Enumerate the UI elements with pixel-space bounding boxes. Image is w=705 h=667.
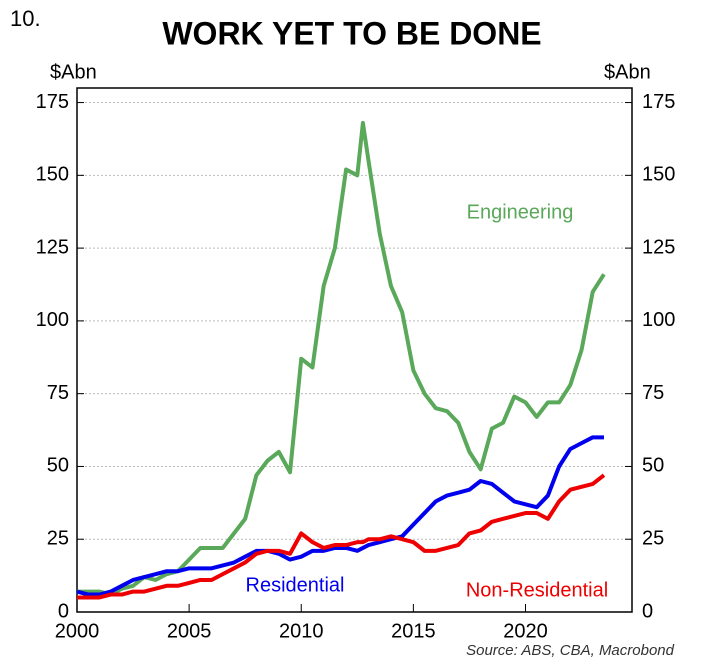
series-line <box>77 120 606 597</box>
y-tick-label: 75 <box>47 382 69 404</box>
y-tick-label: 175 <box>36 91 69 113</box>
x-tick-label: 2015 <box>391 620 436 642</box>
x-tick-label: 2010 <box>279 620 324 642</box>
y-tick-label: 100 <box>36 309 69 331</box>
chart-title: WORK YET TO BE DONE <box>162 15 541 51</box>
series-label: Engineering <box>467 201 574 223</box>
x-tick-label: 2000 <box>55 620 100 642</box>
y2-tick-label: 25 <box>642 528 664 550</box>
y2-tick-label: 100 <box>642 309 675 331</box>
y-tick-label: 150 <box>36 164 69 186</box>
y2-axis-label: $Abn <box>604 61 651 83</box>
y-axis-label: $Abn <box>50 61 97 83</box>
y2-tick-label: 175 <box>642 91 675 113</box>
y2-tick-label: 50 <box>642 455 664 477</box>
y-tick-label: 50 <box>47 455 69 477</box>
x-tick-label: 2005 <box>167 620 212 642</box>
y-tick-label: 0 <box>58 600 69 622</box>
series-line <box>76 435 604 597</box>
y-tick-label: 25 <box>47 528 69 550</box>
figure-number: 10. <box>10 6 41 31</box>
y2-tick-label: 75 <box>642 382 664 404</box>
y2-tick-label: 150 <box>642 164 675 186</box>
x-tick-label: 2020 <box>503 620 548 642</box>
y-tick-label: 125 <box>36 236 69 258</box>
series-label: Non-Residential <box>466 579 608 601</box>
y2-tick-label: 0 <box>642 600 653 622</box>
plot-frame <box>76 87 633 613</box>
series-label: Residential <box>246 574 345 596</box>
y2-tick-label: 125 <box>642 236 675 258</box>
series-line <box>77 473 606 600</box>
source: Source: ABS, CBA, Macrobond <box>466 642 675 659</box>
